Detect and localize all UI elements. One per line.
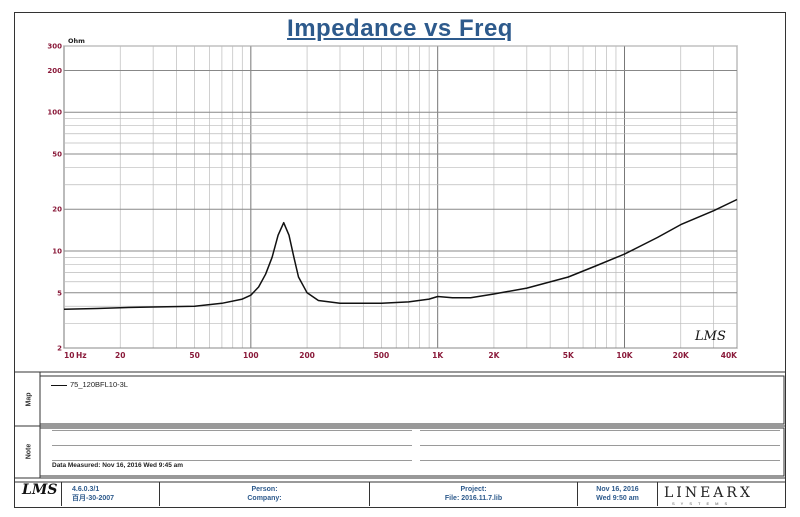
project-label: Project:: [460, 486, 487, 493]
y-tick-label: 2: [57, 345, 62, 353]
y-unit-label: Ohm: [68, 37, 85, 45]
date-measured: Data Measured: Nov 16, 2016 Wed 9:45 am: [52, 462, 184, 469]
x-tick-label: 2K: [488, 351, 500, 360]
y-tick-label: 200: [47, 67, 62, 75]
y-tick-label: 50: [52, 150, 62, 158]
footer-logo-cell: LMS: [14, 482, 62, 506]
linearx-brand-sub: SYSTEMS: [672, 501, 734, 506]
build-date-text: 百月-30-2007: [72, 495, 115, 502]
linearx-brand: LINEARX: [664, 485, 753, 501]
x-tick-label: 40K: [721, 351, 738, 360]
x-tick-label: 1K: [432, 351, 444, 360]
note-line: [420, 460, 780, 461]
x-tick-label: 100: [243, 351, 259, 360]
note-row-label-cell: Note: [14, 426, 48, 478]
legend-line-swatch: [51, 385, 67, 386]
footer-person-cell: Person: Company:: [160, 482, 370, 506]
x-tick-label: 200: [299, 351, 315, 360]
footer-time: Wed 9:50 am: [596, 495, 639, 502]
note-line: [52, 460, 412, 461]
footer-date-cell: Nov 16, 2016 Wed 9:50 am: [578, 482, 658, 506]
company-label: Company:: [247, 495, 282, 502]
plot-lms-logo: LMS: [694, 329, 726, 344]
impedance-series-line: [63, 198, 738, 311]
x-tick-label: 10: [64, 351, 74, 360]
note-line: [52, 445, 412, 446]
footer-version-cell: 4.6.0.3/1 百月-30-2007: [62, 482, 160, 506]
y-tick-label: 100: [47, 109, 62, 117]
note-line: [420, 430, 780, 431]
note-line: [52, 430, 412, 431]
y-tick-label: 10: [52, 247, 62, 255]
x-tick-label: 20K: [673, 351, 690, 360]
note-row-label: Note: [25, 443, 33, 460]
x-tick-label: 50: [189, 351, 199, 360]
map-row-label-cell: Map: [14, 376, 48, 426]
chart-title: Impedance vs Freq: [287, 15, 513, 42]
file-label: File: 2016.11.7.lib: [444, 495, 503, 502]
footer-project-cell: Project: File: 2016.11.7.lib: [370, 482, 578, 506]
map-row-box: [39, 375, 785, 425]
map-row-label: Map: [25, 392, 33, 407]
x-tick-label: 20: [115, 351, 125, 360]
x-tick-label: 5K: [563, 351, 575, 360]
person-label: Person:: [251, 486, 278, 493]
footer-date: Nov 16, 2016: [596, 486, 639, 493]
version-text: 4.6.0.3/1: [72, 486, 100, 493]
note-row-box: [39, 427, 785, 477]
x-tick-label: 500: [374, 351, 390, 360]
x-unit-label: Hz: [76, 351, 87, 360]
y-tick-label: 20: [52, 206, 62, 214]
y-tick-label: 5: [57, 289, 62, 297]
x-tick-label: 10K: [616, 351, 633, 360]
y-tick-label: 300: [47, 43, 62, 51]
legend-entry: 75_120BFL10-3L: [70, 380, 128, 389]
note-line: [420, 445, 780, 446]
lms-logo: LMS: [22, 482, 58, 498]
